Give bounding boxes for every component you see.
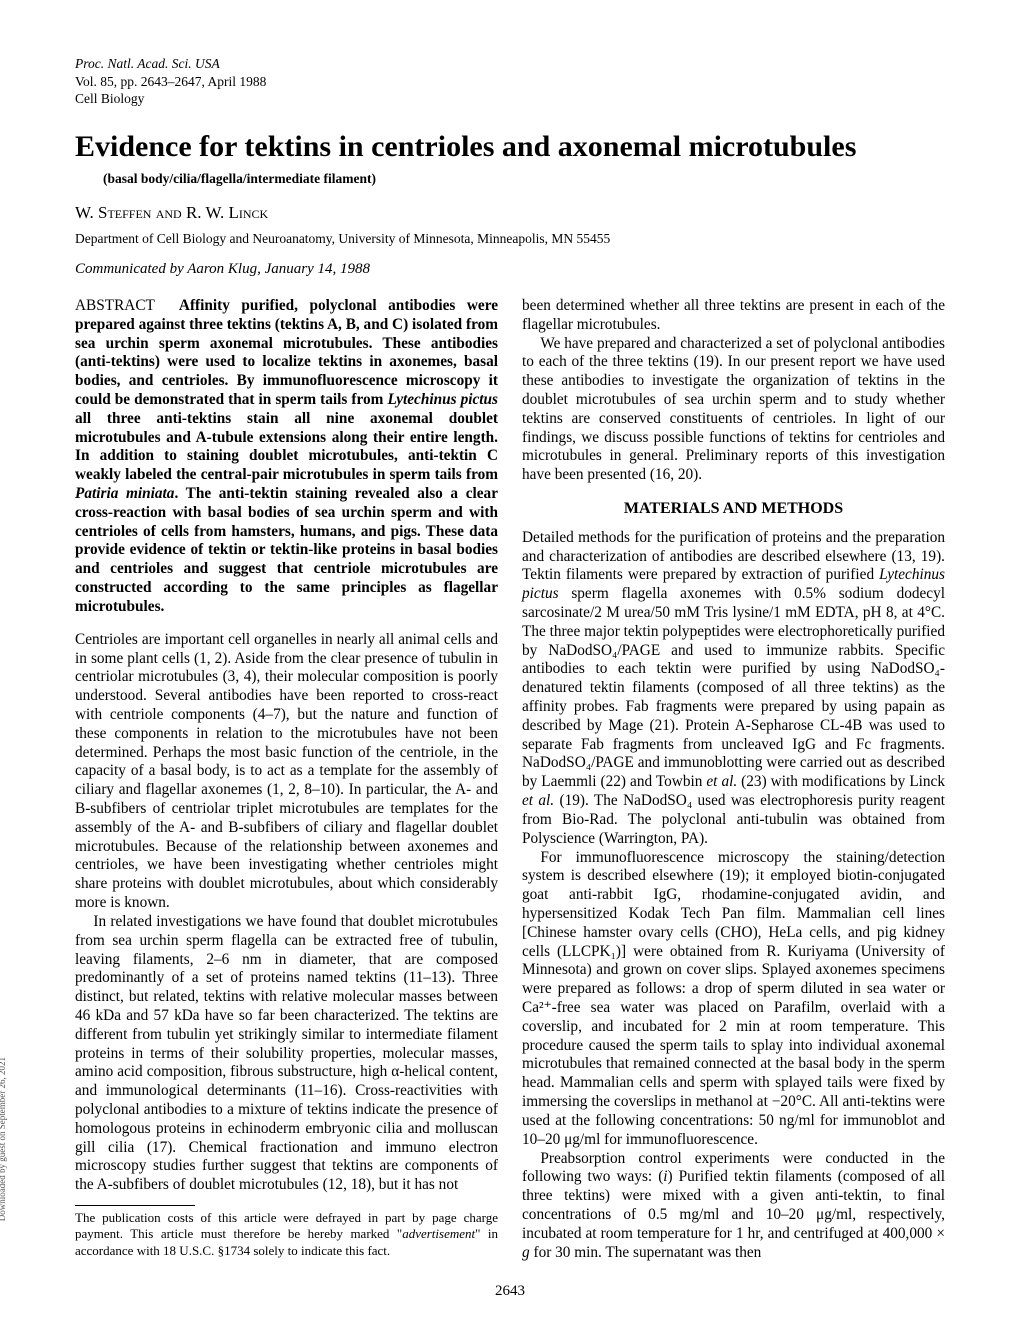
publication-footnote: The publication costs of this article we… [75, 1210, 498, 1259]
footnote-rule [75, 1205, 195, 1206]
download-watermark: Downloaded by guest on September 26, 202… [0, 1057, 8, 1221]
body-paragraph: been determined whether all three tektin… [522, 297, 945, 335]
journal-line-3: Cell Biology [75, 90, 945, 108]
authors: W. Steffen and R. W. Linck [75, 202, 945, 223]
body-paragraph: We have prepared and characterized a set… [522, 335, 945, 486]
abstract-label: ABSTRACT [75, 297, 155, 314]
article-title: Evidence for tektins in centrioles and a… [75, 128, 945, 166]
abstract: ABSTRACTAffinity purified, polyclonal an… [75, 297, 498, 617]
article-subtitle: (basal body/cilia/flagella/intermediate … [103, 171, 945, 188]
page: Downloaded by guest on September 26, 202… [0, 0, 1020, 1341]
journal-line-1: Proc. Natl. Acad. Sci. USA [75, 55, 945, 73]
journal-header: Proc. Natl. Acad. Sci. USA Vol. 85, pp. … [75, 55, 945, 108]
communicated-by: Communicated by Aaron Klug, January 14, … [75, 260, 945, 279]
body-paragraph: Detailed methods for the purification of… [522, 529, 945, 849]
right-column: been determined whether all three tektin… [522, 297, 945, 1262]
body-paragraph: In related investigations we have found … [75, 913, 498, 1195]
body-paragraph: For immunofluorescence microscopy the st… [522, 849, 945, 1150]
page-number: 2643 [75, 1282, 945, 1301]
section-heading-materials-methods: MATERIALS AND METHODS [522, 499, 945, 519]
abstract-text: Affinity purified, polyclonal antibodies… [75, 297, 498, 615]
body-paragraph: Centrioles are important cell organelles… [75, 631, 498, 913]
two-column-layout: ABSTRACTAffinity purified, polyclonal an… [75, 297, 945, 1262]
journal-line-2: Vol. 85, pp. 2643–2647, April 1988 [75, 73, 945, 91]
body-paragraph: Preabsorption control experiments were c… [522, 1150, 945, 1263]
affiliation: Department of Cell Biology and Neuroanat… [75, 231, 945, 248]
left-column: ABSTRACTAffinity purified, polyclonal an… [75, 297, 498, 1262]
